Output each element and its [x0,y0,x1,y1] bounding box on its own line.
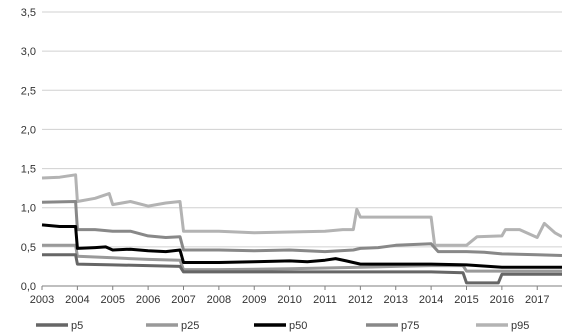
y-tick-label: 2,0 [21,124,36,136]
x-tick-label: 2012 [348,294,372,306]
series-lines [41,173,562,285]
x-tick-label: 2014 [419,294,443,306]
y-axis: 0,0 0,5 1,0 1,5 2,0 2,5 3,0 3,5 [21,7,36,293]
x-tick-label: 2007 [171,294,195,306]
y-tick-label: 1,5 [21,164,36,176]
x-tick-label: 2004 [65,294,89,306]
y-tick-label: 0,0 [21,281,36,293]
y-tick-label: 0,5 [21,242,36,254]
y-tick-label: 1,0 [21,203,36,215]
x-tick-label: 2003 [30,294,54,306]
series-line-p50 [41,223,562,269]
x-tick-label: 2013 [383,294,407,306]
grid-lines [42,11,562,287]
series-line-p25 [42,243,562,273]
x-tick-label: 2006 [136,294,160,306]
x-tick-label: 2008 [207,294,231,306]
legend-label-p95: p95 [511,320,529,332]
y-tick-label: 3,5 [21,7,36,19]
series-line-p75 [41,200,562,257]
legend-label-p50: p50 [289,320,307,332]
legend: p5 p25 p50 p75 p95 [36,320,529,332]
x-axis: 2003 2004 2005 2006 2007 2008 2009 2010 2011 2012… [30,286,549,306]
y-tick-label: 3,0 [21,46,36,58]
legend-label-p25: p25 [181,320,199,332]
x-tick-label: 2005 [101,294,125,306]
x-tick-label: 2017 [525,294,549,306]
y-tick-label: 2,5 [21,85,36,97]
x-tick-label: 2016 [490,294,514,306]
x-tick-label: 2011 [313,294,337,306]
series-line-p95 [41,173,562,247]
legend-label-p75: p75 [401,320,419,332]
x-tick-label: 2015 [454,294,478,306]
series-line-p5 [42,253,562,285]
x-tick-label: 2010 [277,294,301,306]
x-tick-label: 2009 [242,294,266,306]
legend-label-p5: p5 [71,320,83,332]
